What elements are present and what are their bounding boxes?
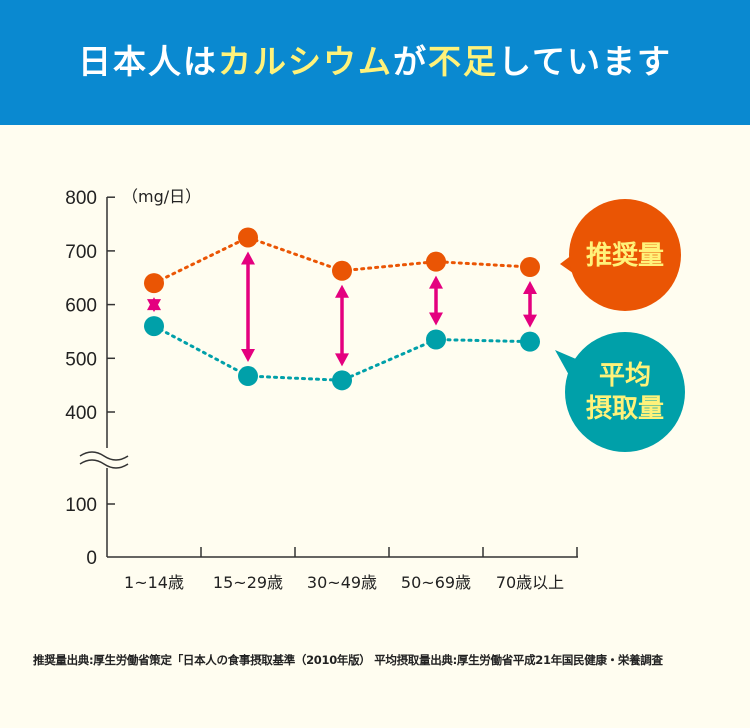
arrow-head-up [241,251,255,265]
data-point-0 [332,260,352,281]
x-tick-label: 15~29歳 [213,573,283,592]
y-tick-label: 800 [65,188,97,209]
y-tick-label: 100 [65,495,97,516]
title-highlight: カルシウム [217,41,393,81]
arrow-head-down [335,353,349,367]
gap-arrow [523,281,537,328]
footnote: 推奨量出典:厚生労働省策定「日本人の食事摂取基準（2010年版） 平均摂取量出典… [33,653,663,667]
arrow-head-up [335,284,349,298]
x-tick-label: 30~49歳 [307,573,377,592]
data-point-1 [144,316,164,337]
y-tick-label: 0 [86,548,97,569]
x-tick-label: 1~14歳 [124,573,184,592]
y-tick-label: 500 [65,349,97,370]
arrow-head-up [429,275,443,289]
gap-arrow [335,284,349,367]
title-part: 日本人は [77,41,218,81]
title-highlight: 不足 [427,41,498,81]
gap-arrow [147,297,161,313]
data-point-0 [520,257,540,278]
arrow-head-up [523,281,537,295]
callout-recommended [569,199,681,311]
arrow-head-down [241,349,255,363]
x-tick-label: 50~69歳 [401,573,471,592]
data-point-0 [426,251,446,272]
data-point-1 [520,331,540,352]
callout-average [565,332,685,452]
title-part: しています [497,41,672,81]
data-point-1 [238,366,258,387]
data-point-0 [144,273,164,294]
data-point-0 [238,227,258,248]
arrow-head-down [429,312,443,326]
title-part: が [392,41,428,81]
legend-average-line2: 摂取量 [586,393,664,424]
data-point-1 [426,329,446,350]
unit-label: （mg/日） [122,187,201,206]
x-tick-label: 70歳以上 [496,573,564,592]
axis-break-icon [79,451,129,469]
y-tick-label: 400 [65,403,97,424]
gap-arrow [429,275,443,326]
y-tick-label: 600 [65,296,97,317]
series-line-1 [152,324,532,382]
y-tick-label: 700 [65,242,97,263]
legend-average-line1: 平均 [599,361,651,391]
arrow-head-down [147,299,161,313]
page-title: 日本人はカルシウムが不足しています [78,35,672,83]
legend-recommended: 推奨量 [586,241,664,271]
header-banner: 日本人はカルシウムが不足しています [0,0,750,125]
arrow-head-down [523,314,537,328]
gap-arrow [241,251,255,363]
data-point-1 [332,370,352,391]
